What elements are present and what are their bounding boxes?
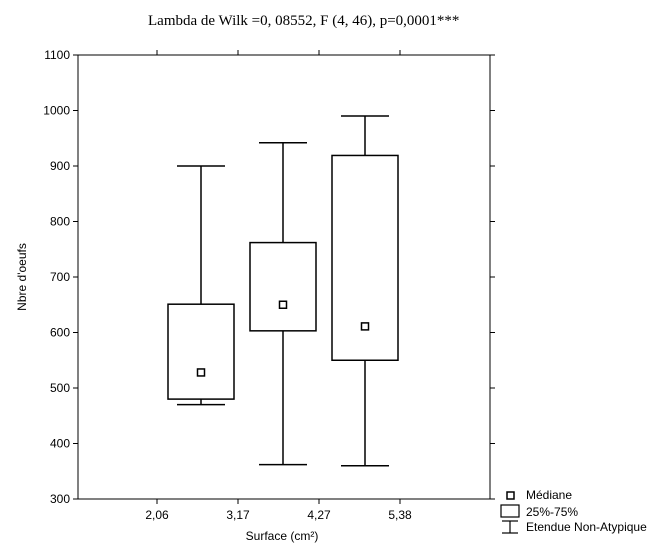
y-tick-label: 700 bbox=[50, 270, 70, 284]
median-marker bbox=[196, 368, 206, 377]
legend-median-marker bbox=[506, 491, 515, 500]
y-tick-label: 300 bbox=[50, 492, 70, 506]
y-tick-label: 400 bbox=[50, 437, 70, 451]
boxes bbox=[167, 115, 399, 467]
x-tick-label: 5,38 bbox=[388, 508, 412, 522]
box-2 bbox=[249, 141, 317, 466]
legend: Médiane 25%-75% Etendue Non-Atypique bbox=[500, 488, 647, 534]
legend-box-label: 25%-75% bbox=[526, 505, 578, 519]
box-1 bbox=[167, 165, 235, 406]
x-tick-label: 3,17 bbox=[226, 508, 250, 522]
box-3 bbox=[331, 115, 399, 467]
x-tick-label: 4,27 bbox=[307, 508, 331, 522]
y-tick-label: 600 bbox=[50, 326, 70, 340]
legend-box-marker bbox=[500, 504, 520, 518]
y-tick-label: 1100 bbox=[44, 48, 70, 62]
y-tick-label: 500 bbox=[50, 381, 70, 395]
y-tick-label: 800 bbox=[50, 215, 70, 229]
x-axis-label: Surface (cm²) bbox=[246, 529, 319, 543]
x-tick-label: 2,06 bbox=[145, 508, 169, 522]
iqr-box bbox=[249, 241, 317, 332]
y-tick-label: 1000 bbox=[43, 104, 70, 118]
legend-whisker-label: Etendue Non-Atypique bbox=[526, 520, 647, 534]
iqr-box bbox=[167, 303, 235, 400]
x-axis: 2,06 3,17 4,27 5,38 bbox=[145, 50, 412, 522]
legend-median-label: Médiane bbox=[526, 488, 572, 502]
median-marker bbox=[278, 300, 288, 309]
y-axis: 300 400 500 600 700 800 900 1000 1100 bbox=[43, 48, 495, 506]
y-tick-label: 900 bbox=[50, 159, 70, 173]
chart-title: Lambda de Wilk =0, 08552, F (4, 46), p=0… bbox=[148, 13, 459, 29]
y-axis-label: Nbre d'oeufs bbox=[15, 243, 29, 311]
median-marker bbox=[360, 322, 370, 331]
